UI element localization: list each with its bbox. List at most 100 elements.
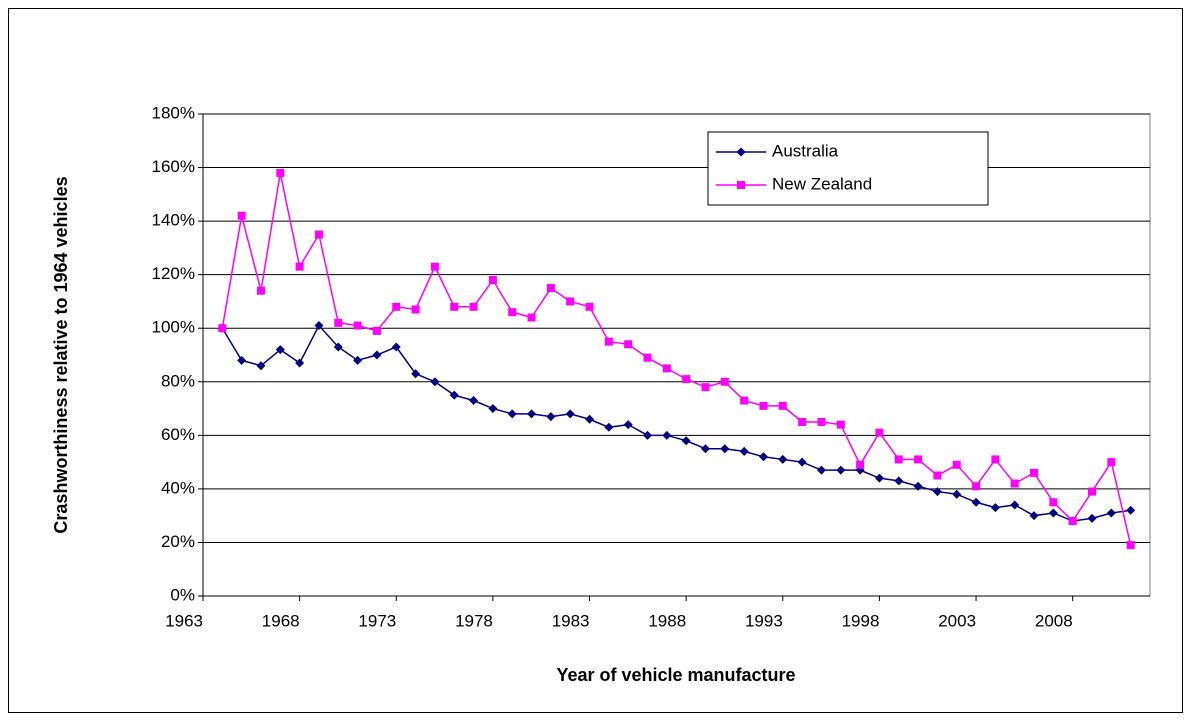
legend-marker [736, 147, 746, 157]
marker [314, 230, 323, 239]
legend-box [707, 131, 989, 206]
marker [237, 211, 246, 220]
x-tick-label: 1968 [262, 611, 300, 630]
x-tick-label: 1988 [648, 611, 686, 630]
marker [991, 455, 1000, 464]
y-tick-label: 80% [161, 371, 195, 390]
marker [952, 489, 962, 499]
marker [488, 276, 497, 285]
x-tick-label: 1963 [165, 611, 203, 630]
marker [720, 444, 730, 454]
marker [565, 409, 575, 419]
marker [972, 482, 981, 491]
marker [990, 503, 1000, 513]
marker [488, 404, 498, 414]
marker [276, 168, 285, 177]
y-tick-label: 20% [161, 532, 195, 551]
marker [759, 401, 768, 410]
marker [701, 383, 710, 392]
marker [334, 318, 343, 327]
marker [372, 326, 381, 335]
marker [566, 297, 575, 306]
legend-label: Australia [772, 141, 839, 160]
marker [411, 305, 420, 314]
marker [527, 409, 537, 419]
marker [372, 350, 382, 360]
marker [758, 452, 768, 462]
y-tick-label: 180% [152, 103, 195, 122]
y-axis-label: Crashworthiness relative to 1964 vehicle… [51, 176, 71, 533]
y-tick-label: 160% [152, 157, 195, 176]
marker [1087, 513, 1097, 523]
marker [391, 342, 401, 352]
x-tick-label: 2003 [938, 611, 976, 630]
marker [681, 436, 691, 446]
plot-area [202, 113, 1151, 597]
y-tick-label: 140% [152, 211, 195, 230]
marker [740, 396, 749, 405]
x-tick-label: 1973 [358, 611, 396, 630]
marker [662, 364, 671, 373]
x-tick-label: 1983 [552, 611, 590, 630]
marker [816, 465, 826, 475]
marker [797, 457, 807, 467]
marker [623, 420, 633, 430]
marker [913, 481, 923, 491]
y-tick-label: 40% [161, 478, 195, 497]
marker [720, 377, 729, 386]
x-tick-label: 1978 [455, 611, 493, 630]
marker [624, 340, 633, 349]
marker [469, 302, 478, 311]
marker [1088, 487, 1097, 496]
marker [1068, 517, 1077, 526]
marker [469, 396, 479, 406]
marker [333, 342, 343, 352]
marker [874, 473, 884, 483]
marker [643, 353, 652, 362]
marker [527, 313, 536, 322]
marker [450, 302, 459, 311]
marker [914, 455, 923, 464]
x-tick-label: 2008 [1035, 611, 1073, 630]
x-tick-label: 1993 [745, 611, 783, 630]
x-tick-label: 1998 [842, 611, 880, 630]
marker [662, 430, 672, 440]
marker [507, 409, 517, 419]
y-tick-label: 100% [152, 318, 195, 337]
marker [1029, 511, 1039, 521]
legend-label: New Zealand [772, 174, 872, 193]
marker [932, 487, 942, 497]
marker [952, 460, 961, 469]
marker [856, 460, 865, 469]
marker [933, 471, 942, 480]
marker [449, 390, 459, 400]
marker [1030, 468, 1039, 477]
marker [700, 444, 710, 454]
marker [817, 417, 826, 426]
marker [585, 414, 595, 424]
marker [971, 497, 981, 507]
marker [237, 355, 247, 365]
marker [1049, 498, 1058, 507]
marker [508, 308, 517, 317]
marker [546, 284, 555, 293]
marker [604, 337, 613, 346]
marker [1126, 505, 1136, 515]
marker [256, 361, 266, 371]
marker [1010, 500, 1020, 510]
marker [836, 420, 845, 429]
marker [1107, 458, 1116, 467]
marker [546, 412, 556, 422]
marker [894, 476, 904, 486]
marker [314, 321, 324, 331]
x-axis-label: Year of vehicle manufacture [556, 665, 795, 685]
marker [778, 454, 788, 464]
marker [295, 262, 304, 271]
marker [604, 422, 614, 432]
marker [1048, 508, 1058, 518]
marker [1126, 541, 1135, 550]
marker [778, 401, 787, 410]
marker [1010, 479, 1019, 488]
marker [682, 375, 691, 384]
